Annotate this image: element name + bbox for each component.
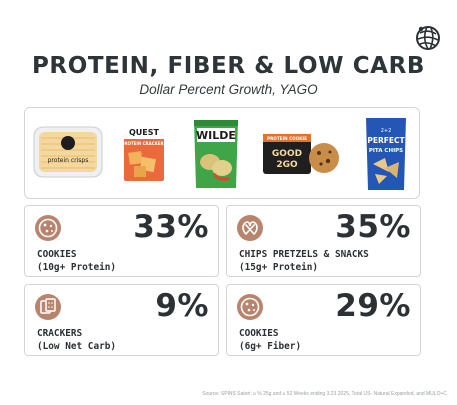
metric-card-cookies-protein: 33% COOKIES (10g+ Protein)	[24, 205, 219, 277]
source-note: Source: SPINS Satori; ≥ % 25g and ≥ 52 W…	[202, 391, 447, 397]
growth-value: 29%	[335, 288, 411, 324]
product-text: PERFECT	[367, 136, 405, 145]
metric-card-cookies-fiber: 29% COOKIES (6g+ Fiber)	[226, 284, 421, 356]
product-text: PROTEIN CRACKERS	[122, 141, 167, 146]
product-text: QUEST	[129, 128, 160, 137]
protein-cookie-product: PROTEIN COOKIE GOOD 2GO	[263, 134, 339, 174]
product-images-panel: protein crisps QUEST PROTEIN CRACKERS WI…	[24, 107, 420, 199]
metric-card-chips-pretzels: 35% CHIPS PRETZELS & SNACKS (15g+ Protei…	[226, 205, 421, 277]
protein-crisps-product: protein crisps	[33, 126, 103, 178]
category-label: CHIPS PRETZELS & SNACKS (15g+ Protein)	[239, 249, 369, 273]
product-text: protein crisps	[48, 157, 89, 164]
page-subtitle: Dollar Percent Growth, YAGO	[139, 82, 318, 97]
cookie-icon	[237, 294, 263, 320]
growth-value: 35%	[335, 209, 411, 245]
category-label: CRACKERS (Low Net Carb)	[37, 328, 117, 352]
category-label: COOKIES (6g+ Fiber)	[239, 328, 302, 352]
page-title: PROTEIN, FIBER & LOW CARB	[31, 53, 426, 79]
growth-value: 9%	[155, 288, 209, 324]
product-text: WILDE	[196, 129, 236, 142]
product-text: PROTEIN COOKIE	[267, 136, 307, 141]
metric-card-crackers: 9% CRACKERS (Low Net Carb)	[24, 284, 219, 356]
category-label: COOKIES (10g+ Protein)	[37, 249, 117, 273]
quest-crackers-product: QUEST PROTEIN CRACKERS	[122, 125, 167, 181]
globe-icon	[416, 26, 440, 50]
pita-chips-product: 2+2 PERFECT PITA CHIPS	[366, 118, 406, 190]
wilde-chips-product: WILDE	[194, 120, 238, 188]
growth-value: 33%	[133, 209, 209, 245]
pretzel-icon	[237, 215, 263, 241]
crackers-icon	[35, 294, 61, 320]
cookie-icon	[35, 215, 61, 241]
product-text: GOOD	[272, 149, 302, 159]
product-text: 2GO	[276, 160, 298, 170]
product-text: PITA CHIPS	[369, 148, 403, 154]
svg-text:2+2: 2+2	[381, 128, 392, 134]
